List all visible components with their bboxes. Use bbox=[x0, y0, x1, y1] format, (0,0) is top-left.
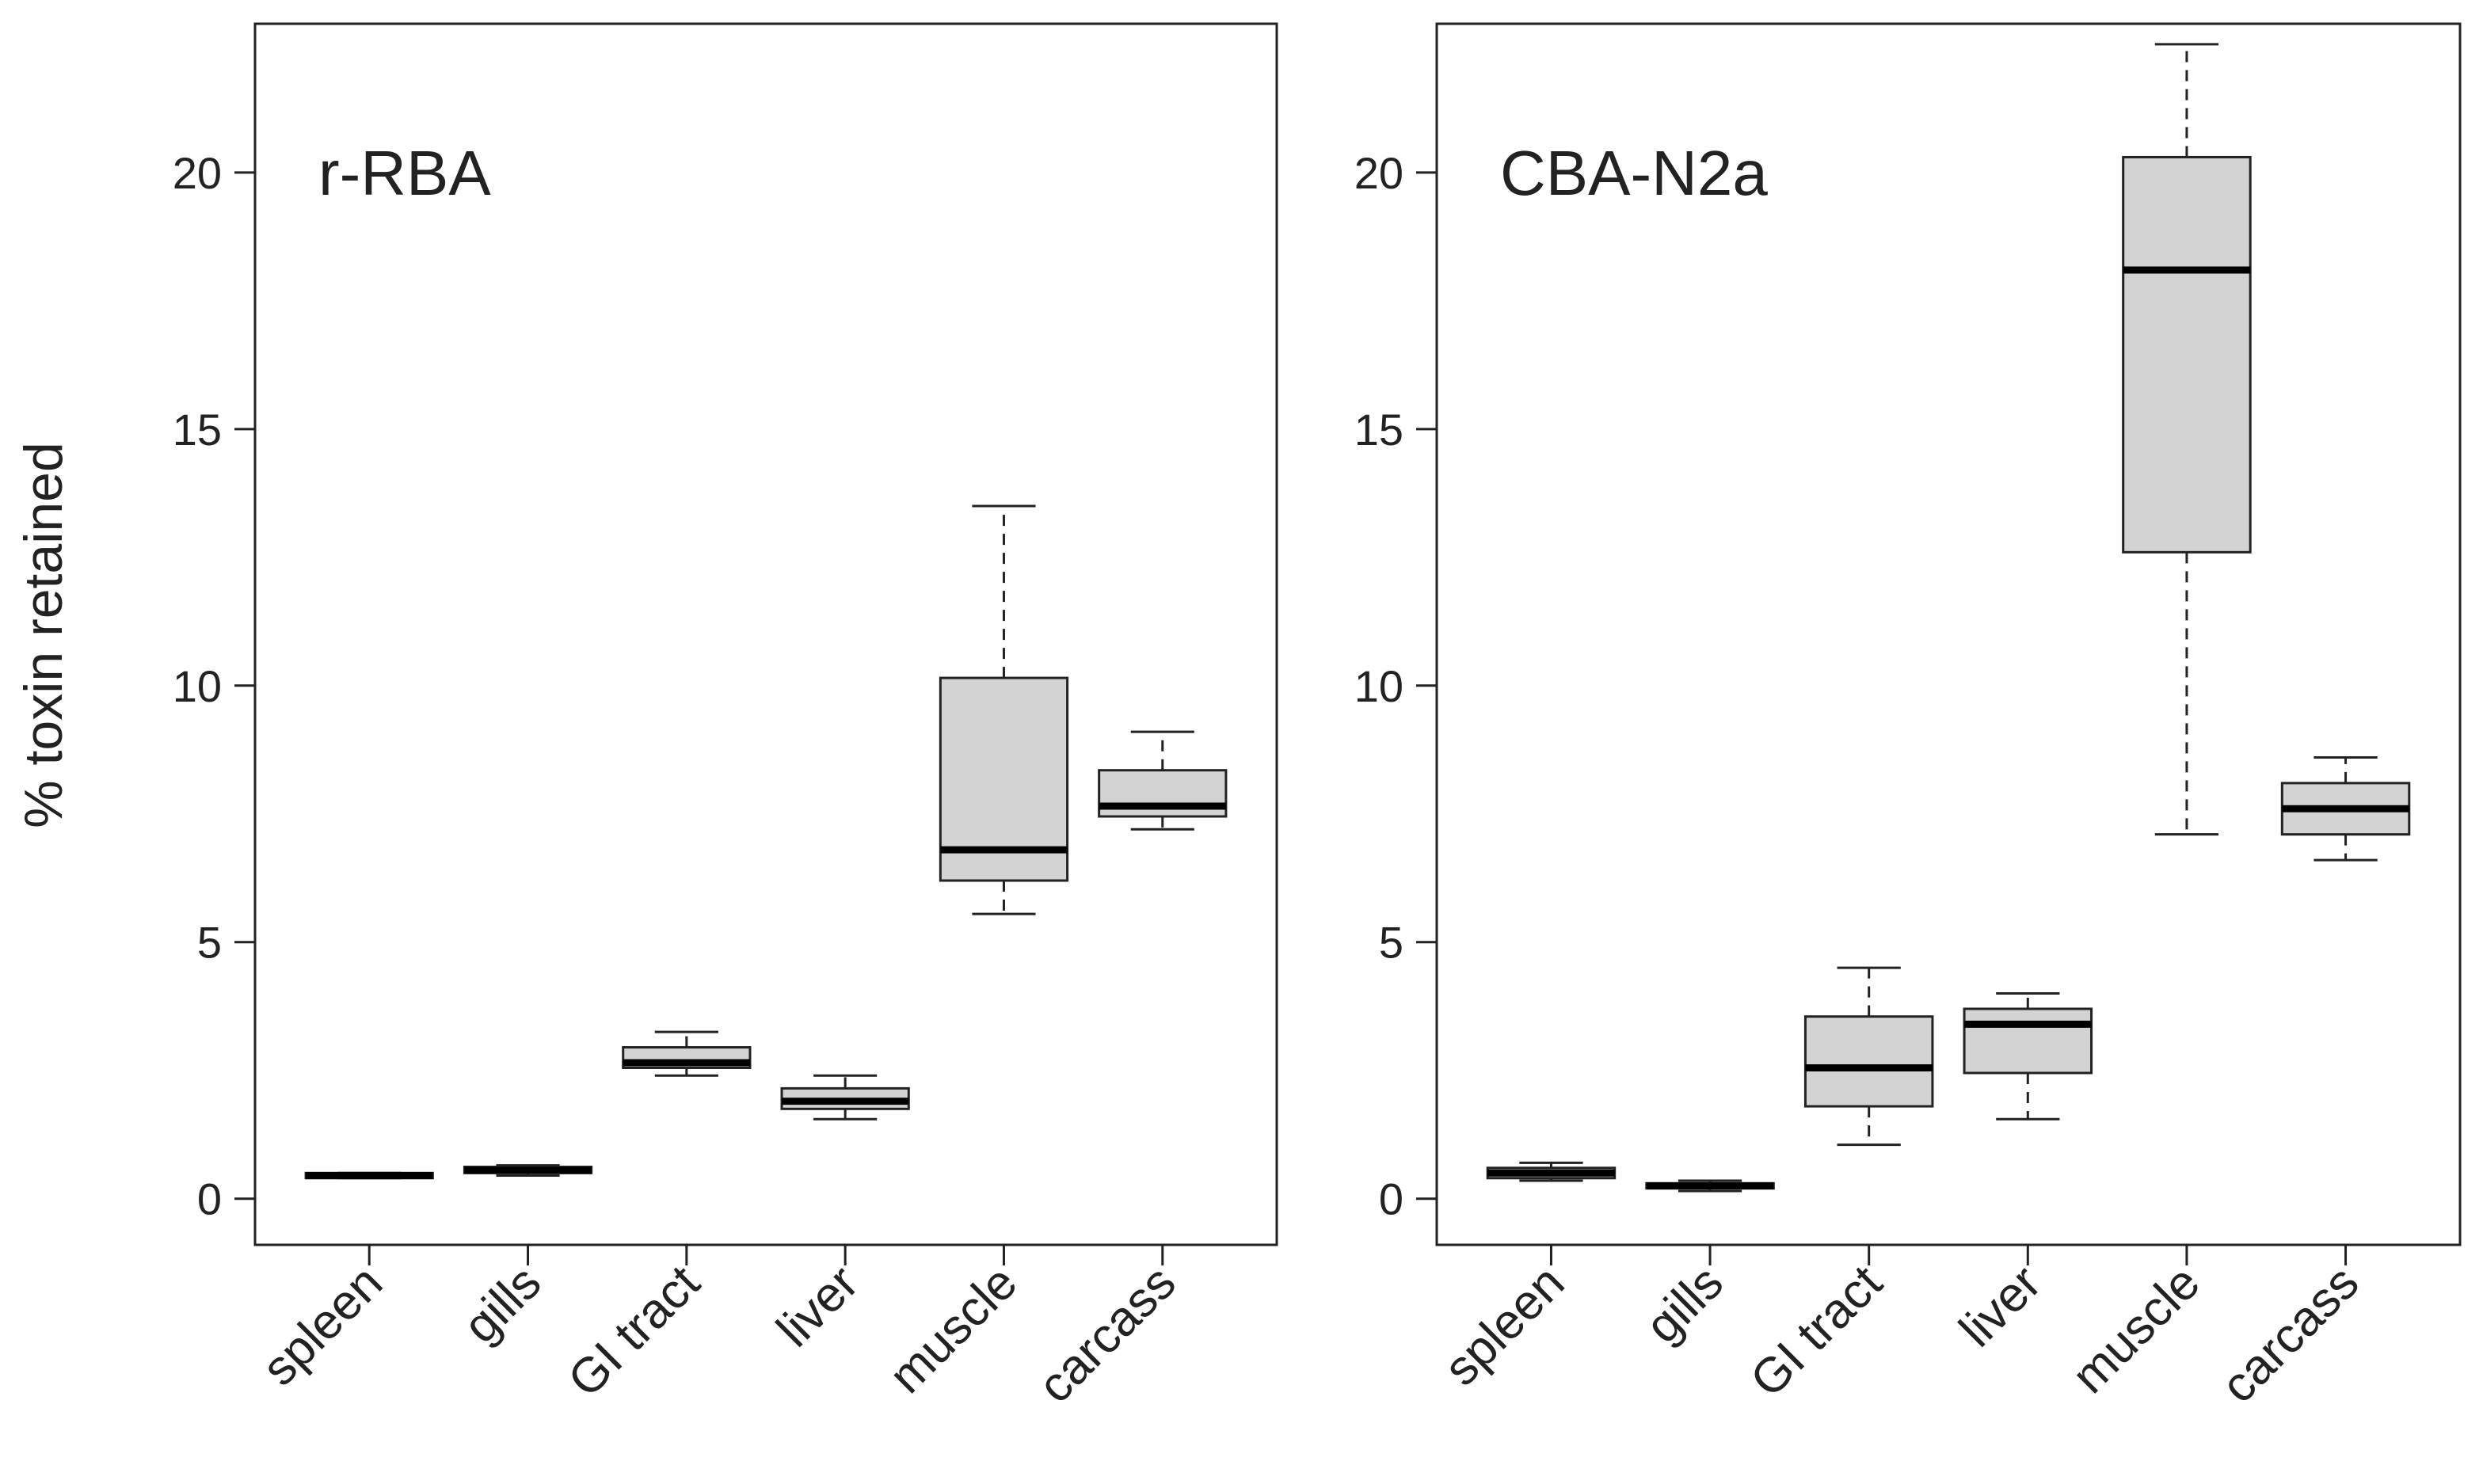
x-tick-label: carcass bbox=[1028, 1255, 1186, 1414]
chart-panel-1: 0 5 10 15 20 r-RBA spleen gills GI tract liver mus… bbox=[173, 22, 1278, 1414]
x-tick-label: gills bbox=[1636, 1255, 1734, 1353]
y-axis-title: % toxin retained bbox=[13, 442, 74, 828]
x-tick-label: muscle bbox=[2062, 1255, 2211, 1404]
panel-label: r-RBA bbox=[318, 138, 491, 208]
x-tick-label: GI tract bbox=[558, 1255, 710, 1408]
x-tick-label: gills bbox=[453, 1255, 551, 1353]
iqr-box bbox=[2122, 155, 2252, 554]
y-tick-label: 20 bbox=[1354, 148, 1403, 198]
chart-panel-2: 0 5 10 15 20 CBA-N2a spleen gills GI tract liver m… bbox=[1354, 22, 2462, 1414]
box-carcass bbox=[2280, 755, 2411, 862]
y-tick-label: 5 bbox=[197, 918, 222, 968]
box-liver bbox=[780, 1074, 910, 1121]
x-tick-label: GI tract bbox=[1740, 1255, 1893, 1408]
box-gills bbox=[463, 1164, 593, 1178]
x-tick-label: spleen bbox=[252, 1255, 393, 1396]
y-tick-label: 5 bbox=[1379, 918, 1403, 968]
iqr-box bbox=[1963, 1007, 2093, 1075]
box-liver bbox=[1963, 992, 2093, 1121]
y-tick-label: 15 bbox=[173, 405, 222, 455]
y-tick-label: 10 bbox=[173, 661, 222, 711]
y-tick-label: 0 bbox=[1379, 1174, 1403, 1224]
plot-frame bbox=[1435, 22, 2462, 1246]
box-muscle bbox=[2122, 43, 2252, 836]
x-tick-label: muscle bbox=[879, 1255, 1028, 1404]
box-spleen bbox=[1486, 1161, 1617, 1182]
x-tick-label: liver bbox=[1949, 1255, 2051, 1357]
iqr-box bbox=[1803, 1015, 1934, 1108]
y-tick-label: 10 bbox=[1354, 661, 1403, 711]
panel-label: CBA-N2a bbox=[1500, 138, 1768, 208]
y-tick-label: 0 bbox=[197, 1174, 222, 1224]
box-gills bbox=[1645, 1179, 1775, 1193]
y-tick-label: 15 bbox=[1354, 405, 1403, 455]
x-tick-label: spleen bbox=[1434, 1255, 1575, 1396]
box-gi-tract bbox=[622, 1030, 752, 1077]
plot-frame bbox=[253, 22, 1278, 1246]
box-muscle bbox=[939, 504, 1069, 915]
box-spleen bbox=[304, 1171, 434, 1180]
y-tick-label: 20 bbox=[173, 148, 222, 198]
x-tick-label: liver bbox=[767, 1255, 869, 1357]
x-tick-label: carcass bbox=[2211, 1255, 2370, 1414]
box-carcass bbox=[1098, 730, 1228, 831]
box-gi-tract bbox=[1803, 966, 1934, 1147]
